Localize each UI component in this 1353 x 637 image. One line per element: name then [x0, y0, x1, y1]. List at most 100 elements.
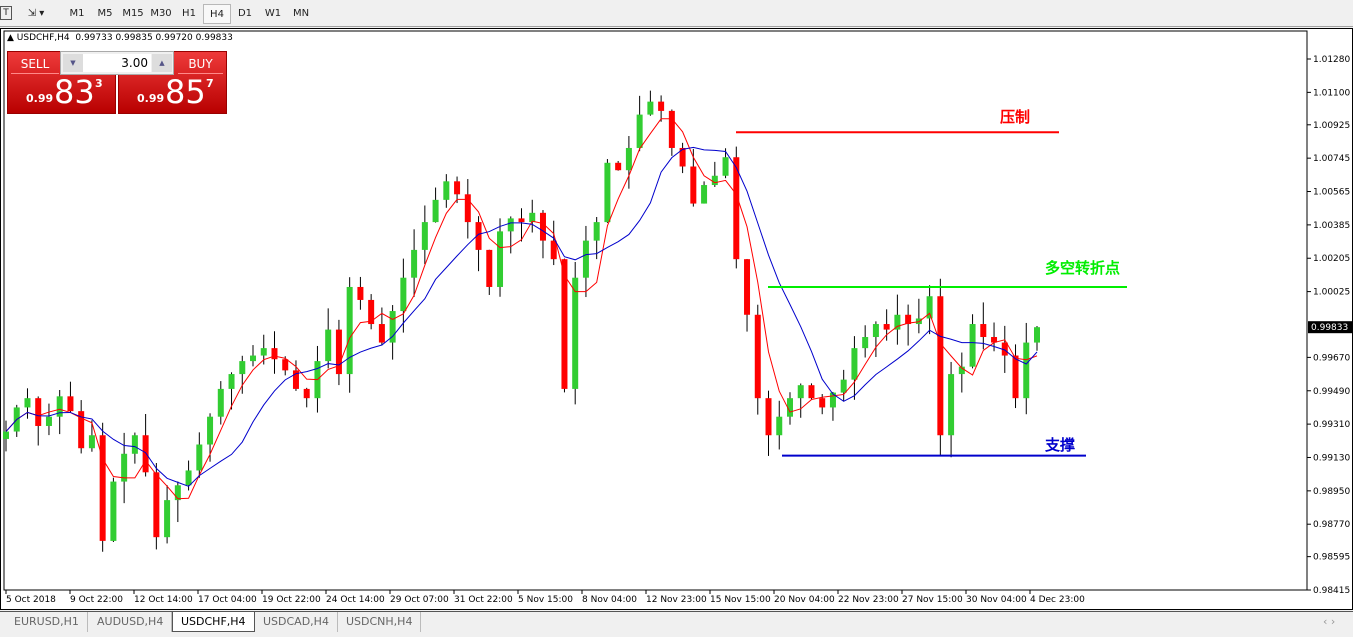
tab-usdcnh-h4[interactable]: USDCNH,H4: [338, 612, 422, 632]
candle-body: [411, 249, 418, 278]
candle-body: [99, 435, 106, 541]
timeframe-mn[interactable]: MN: [292, 8, 310, 19]
tab-eurusd-h1[interactable]: EURUSD,H1: [6, 612, 88, 632]
y-tick-label: 1.00385: [1313, 221, 1350, 231]
current-price-label: 0.99833: [1311, 323, 1348, 333]
candle-body: [561, 259, 568, 389]
timeframe-h4[interactable]: H4: [203, 4, 231, 24]
x-tick-label: 22 Nov 23:00: [838, 595, 899, 605]
candle-body: [131, 435, 138, 454]
candle-body: [67, 396, 74, 412]
buy-label: BUY: [178, 54, 223, 74]
candle-body: [421, 222, 428, 250]
candle-body: [271, 348, 278, 360]
candle-body: [368, 299, 375, 325]
decrease-lot-button[interactable]: ▼: [63, 54, 83, 72]
candle-body: [3, 431, 9, 439]
x-tick-label: 19 Oct 22:00: [262, 595, 321, 605]
timeframe-h1[interactable]: H1: [182, 8, 196, 19]
candle-body: [88, 435, 95, 449]
x-tick-label: 12 Oct 14:00: [134, 595, 193, 605]
candle-body: [862, 337, 869, 349]
lot-size-input[interactable]: 3.00: [83, 54, 151, 72]
candle-body: [786, 398, 793, 417]
tab-audusd-h4[interactable]: AUDUSD,H4: [89, 612, 173, 632]
candle-body: [679, 147, 686, 167]
candle-body: [35, 398, 42, 426]
candle-body: [539, 212, 546, 241]
candle-body: [840, 379, 847, 393]
candle-body: [883, 324, 890, 330]
increase-lot-button[interactable]: ▲: [152, 54, 172, 72]
y-tick-label: 1.01100: [1313, 88, 1350, 98]
buy-price-big: 85: [165, 73, 206, 111]
timeframe-d1[interactable]: D1: [237, 8, 253, 19]
x-tick-label: 8 Nov 04:00: [582, 595, 637, 605]
candle-body: [829, 392, 836, 408]
candle-body: [722, 157, 729, 176]
chart-window[interactable]: 1.01280 1.01100 1.00925 1.00745 1.00565 1.003…: [0, 28, 1353, 610]
candle-body: [636, 114, 643, 148]
candle-body: [507, 218, 514, 232]
y-tick-label: 0.98415: [1313, 586, 1350, 596]
open-value: 0.99733: [75, 33, 113, 43]
candle-body: [260, 348, 267, 356]
y-tick-label: 0.98950: [1313, 487, 1350, 497]
candle-body: [625, 147, 632, 171]
tab-scroll-arrows[interactable]: ‹ ›: [1323, 615, 1336, 628]
candle-body: [701, 185, 708, 204]
timeframe-w1[interactable]: W1: [264, 8, 282, 19]
candle-body: [894, 314, 901, 330]
chart-symbol-info: ▲ USDCHF,H4 0.99733 0.99835 0.99720 0.99…: [7, 33, 233, 43]
x-tick-label: 31 Oct 22:00: [454, 595, 513, 605]
plot-area: [3, 30, 1308, 591]
candle-body: [733, 157, 740, 260]
candle-body: [164, 500, 171, 538]
candle-body: [647, 101, 654, 115]
candle-body: [905, 314, 912, 325]
candle-body: [454, 181, 461, 195]
timeframe-m1[interactable]: M1: [69, 8, 85, 19]
moving-average-slow: [5, 146, 1038, 487]
x-tick-label: 5 Nov 15:00: [518, 595, 573, 605]
candle-body: [78, 411, 85, 449]
x-tick-label: 30 Nov 04:00: [966, 595, 1027, 605]
one-click-trading-panel: SELL 0.99 83 3 BUY 0.99 85 7 ▼ 3.00 ▲: [7, 51, 227, 114]
tab-usdchf-h4[interactable]: USDCHF,H4: [172, 612, 255, 632]
candle-body: [400, 277, 407, 312]
timeframe-m30[interactable]: M30: [150, 8, 172, 19]
x-tick-label: 4 Dec 23:00: [1030, 595, 1085, 605]
y-tick-label: 0.99310: [1313, 420, 1350, 430]
candle-body: [228, 374, 235, 389]
candle-body: [518, 218, 525, 223]
x-tick-label: 27 Nov 15:00: [902, 595, 963, 605]
timeframe-m5[interactable]: M5: [97, 8, 113, 19]
high-value: 0.99835: [115, 33, 153, 43]
lot-size-stepper[interactable]: ▼ 3.00 ▲: [60, 51, 174, 75]
close-value: 0.99833: [195, 33, 233, 43]
candle-body: [980, 324, 987, 338]
candle-body: [432, 199, 439, 223]
timeframe-m15[interactable]: M15: [122, 8, 144, 19]
line-tools-dropdown-icon[interactable]: ⇲ ▾: [27, 8, 45, 19]
tab-usdcad-h4[interactable]: USDCAD,H4: [255, 612, 338, 632]
y-tick-label: 1.00205: [1313, 254, 1350, 264]
candle-body: [690, 166, 697, 204]
x-tick-label: 29 Oct 07:00: [390, 595, 449, 605]
candle-body: [797, 385, 804, 399]
candle-body: [1001, 342, 1008, 356]
candle-body: [948, 374, 955, 436]
candle-body: [744, 259, 751, 315]
y-tick-label: 1.00925: [1313, 121, 1350, 131]
y-tick-label: 0.98770: [1313, 520, 1350, 530]
candle-body: [153, 472, 160, 538]
candle-body: [604, 162, 611, 223]
text-tool-icon[interactable]: T: [0, 6, 12, 20]
current-price-marker: [1308, 321, 1352, 334]
x-tick-label: 9 Oct 22:00: [70, 595, 123, 605]
chart-tabs: EURUSD,H1 AUDUSD,H4 USDCHF,H4 USDCAD,H4 USDC…: [0, 611, 1353, 633]
support-label: 支撑: [1045, 436, 1076, 454]
y-tick-label: 0.99130: [1313, 453, 1350, 463]
price-chart[interactable]: 1.01280 1.01100 1.00925 1.00745 1.00565 1.003…: [1, 29, 1352, 609]
sell-price-pip: 3: [95, 77, 103, 90]
